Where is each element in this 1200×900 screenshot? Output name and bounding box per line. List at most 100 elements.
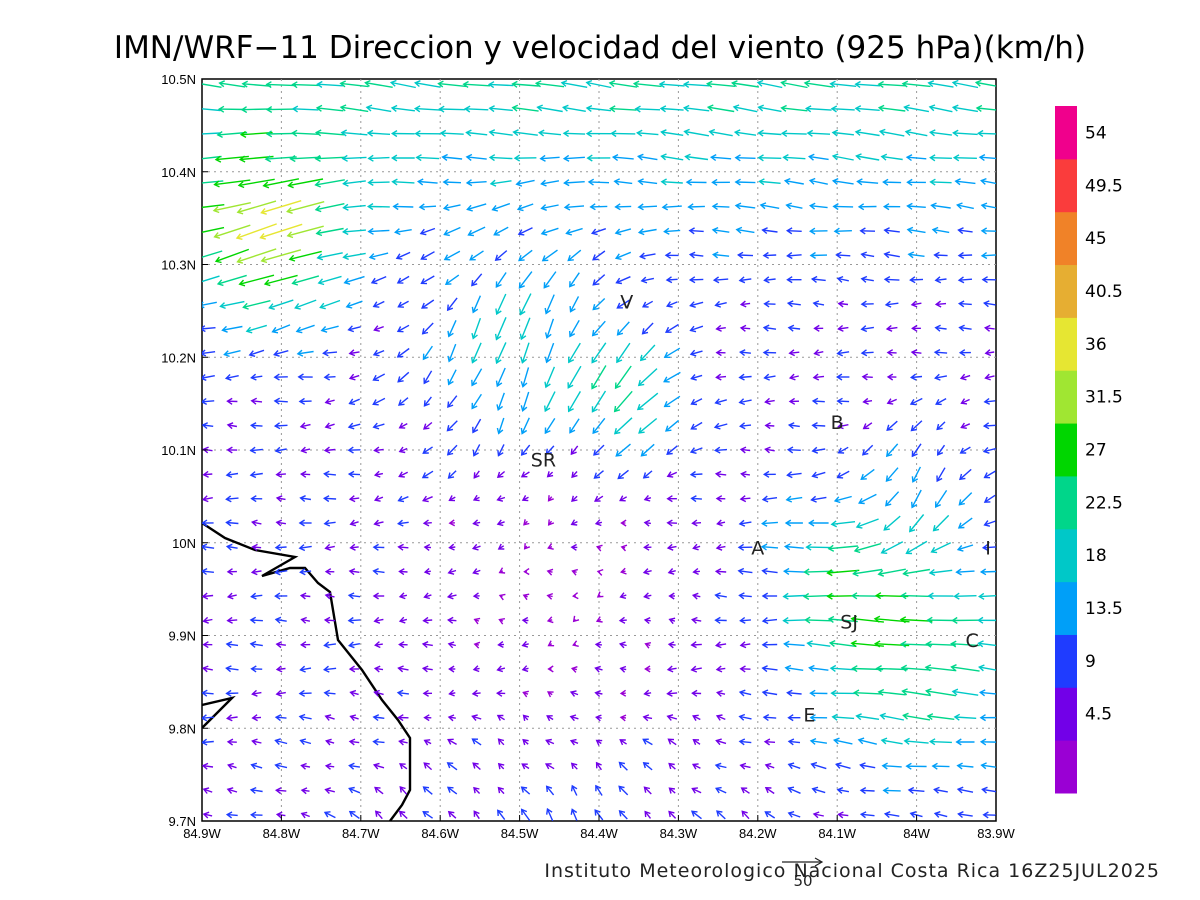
wind-vector (688, 276, 704, 284)
wind-vector (958, 492, 973, 506)
wind-vector (810, 761, 827, 770)
wind-vector (983, 470, 996, 479)
wind-vector (780, 104, 808, 112)
wind-vector (226, 738, 237, 746)
wind-vector (300, 762, 311, 770)
wind-vector (347, 446, 361, 454)
wind-vector (224, 373, 239, 381)
wind-vector (300, 811, 310, 819)
wind-vector (709, 153, 732, 162)
wind-vector (348, 349, 360, 357)
wind-vector (372, 397, 386, 406)
wind-vector (494, 317, 507, 341)
place-label: SJ (840, 612, 858, 634)
wind-vector (762, 470, 776, 478)
wind-vector (419, 227, 436, 236)
wind-vector (689, 301, 704, 308)
wind-vector (242, 300, 271, 310)
wind-vector (521, 640, 529, 648)
wind-vector (738, 349, 751, 357)
wind-vector (853, 689, 882, 697)
wind-vector (901, 80, 931, 88)
wind-vector (663, 227, 681, 235)
wind-vector (783, 543, 804, 551)
wind-vector (934, 373, 948, 381)
wind-vector (761, 592, 778, 600)
wind-vector (909, 397, 923, 406)
wind-vector (900, 592, 932, 600)
wind-vector (930, 202, 951, 210)
wind-vector (616, 321, 630, 336)
wind-vector (803, 568, 834, 576)
wind-vector (595, 616, 603, 623)
wind-vector (761, 617, 778, 625)
wind-vector (373, 495, 384, 502)
wind-vector (325, 738, 335, 746)
y-tick-label: 10.2N (161, 350, 196, 365)
wind-vector (471, 738, 482, 746)
wind-vector (668, 592, 675, 600)
wind-vector (740, 787, 750, 794)
wind-vector (984, 324, 995, 332)
wind-vector (980, 227, 996, 235)
wind-vector (547, 519, 555, 526)
wind-vector (414, 130, 441, 138)
wind-vector (439, 129, 464, 137)
wind-vector (714, 762, 727, 770)
place-labels: V SR B A I SJ C E (531, 292, 991, 727)
place-label: V (620, 292, 633, 314)
wind-vector (366, 203, 390, 211)
colorbar-segment (1055, 106, 1077, 160)
wind-vector (619, 714, 627, 722)
wind-vector (859, 811, 875, 819)
x-tick-label: 83.9W (977, 826, 1015, 841)
wind-vector (323, 446, 336, 454)
wind-vector (592, 297, 606, 311)
wind-vector (933, 786, 948, 794)
wind-vector (519, 317, 531, 341)
wind-vector (496, 392, 505, 412)
wind-vector (788, 373, 799, 381)
wind-vector (951, 616, 979, 624)
wind-vector (955, 568, 975, 576)
wind-vector (567, 249, 582, 262)
wind-vector (565, 227, 583, 236)
wind-vector (372, 543, 385, 551)
wind-vector (396, 275, 410, 284)
wind-vector (322, 495, 337, 503)
wind-vector (883, 515, 901, 531)
wind-vector (570, 762, 578, 770)
wind-vector (593, 470, 604, 479)
wind-vector (520, 444, 531, 456)
wind-vector (809, 689, 828, 697)
wind-vector (446, 762, 458, 771)
place-label: C (966, 630, 979, 652)
wind-vector (664, 323, 679, 333)
wind-vector (786, 471, 802, 479)
wind-vector (929, 178, 952, 186)
wind-vector (390, 104, 415, 112)
wind-vector (805, 105, 832, 113)
wind-vector (658, 80, 685, 88)
wind-vector (216, 274, 247, 287)
wind-vector (497, 762, 505, 770)
wind-vector (471, 689, 481, 697)
wind-vector (782, 567, 805, 575)
wind-vector (911, 443, 922, 458)
wind-vector (496, 470, 506, 479)
wind-vector (640, 276, 655, 284)
wind-vector (444, 274, 460, 285)
wind-vector (348, 762, 360, 770)
wind-vector (341, 154, 367, 162)
wind-vector (808, 177, 828, 185)
wind-vector (348, 495, 360, 503)
wind-vector (831, 153, 854, 161)
wind-vector (472, 665, 480, 673)
wind-vector (297, 373, 313, 381)
wind-vector (714, 592, 727, 600)
wind-vector (521, 665, 529, 673)
wind-vector (957, 517, 973, 529)
wind-vector (298, 544, 312, 552)
wind-vector (314, 154, 345, 163)
wind-vector (860, 275, 874, 283)
